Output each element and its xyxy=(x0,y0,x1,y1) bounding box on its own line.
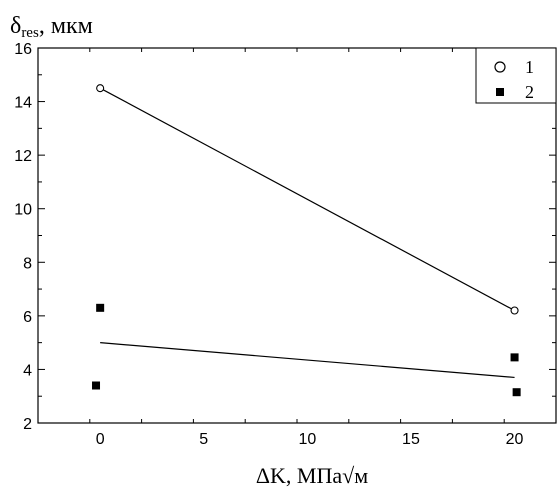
y-axis-label-unit: , мкм xyxy=(39,13,93,39)
y-tick-label: 2 xyxy=(23,416,32,433)
y-tick-label: 12 xyxy=(14,148,32,165)
fit-line-series-2 xyxy=(100,342,515,379)
fit-lines xyxy=(99,87,515,379)
legend: 1 2 xyxy=(475,47,557,104)
x-axis-label: ΔK, МПа√м xyxy=(256,463,368,488)
data-point-series-2 xyxy=(512,388,521,397)
plot-frame xyxy=(37,47,557,424)
legend-label-series-2: 2 xyxy=(525,82,534,102)
legend-marker-series-2 xyxy=(496,88,504,96)
fit-line-series-1 xyxy=(99,87,515,312)
data-point-series-2 xyxy=(510,353,519,362)
data-points xyxy=(92,84,521,397)
data-point-series-2 xyxy=(96,303,105,312)
y-tick-label: 16 xyxy=(14,41,32,58)
x-tick-label: 15 xyxy=(402,431,420,448)
legend-marker-series-1 xyxy=(494,61,506,73)
y-axis-label-subscript: res xyxy=(21,25,39,41)
data-point-series-1 xyxy=(96,84,105,93)
y-tick-label: 10 xyxy=(14,202,32,219)
legend-label-series-1: 1 xyxy=(525,57,534,77)
x-tick-label: 0 xyxy=(96,431,105,448)
y-tick-label: 6 xyxy=(23,309,32,326)
data-point-series-2 xyxy=(92,381,101,390)
x-tick-label: 10 xyxy=(298,431,316,448)
legend-box xyxy=(475,47,557,104)
x-tick-label: 20 xyxy=(506,431,524,448)
y-tick-label: 8 xyxy=(23,255,32,272)
y-tick-label: 4 xyxy=(23,362,32,379)
y-axis-label: δres, мкм xyxy=(10,13,93,41)
y-tick-label: 14 xyxy=(14,95,32,112)
x-tick-label: 5 xyxy=(199,431,208,448)
data-point-series-1 xyxy=(510,306,519,315)
y-axis-label-symbol: δ xyxy=(10,13,21,39)
